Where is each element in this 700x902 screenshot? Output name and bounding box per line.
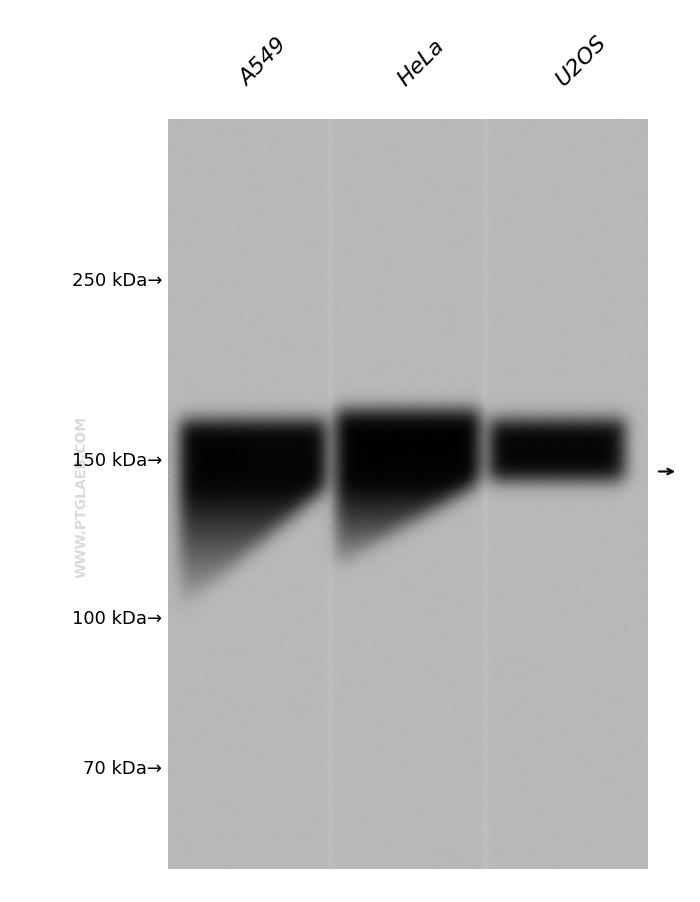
Text: U2OS: U2OS [552, 32, 610, 90]
Text: HeLa: HeLa [394, 36, 448, 90]
Text: 250 kDa→: 250 kDa→ [71, 272, 162, 290]
Text: WWW.PTGLAEB.COM: WWW.PTGLAEB.COM [75, 415, 89, 577]
Text: 70 kDa→: 70 kDa→ [83, 759, 162, 777]
Text: A549: A549 [235, 35, 290, 90]
Text: 150 kDa→: 150 kDa→ [71, 452, 162, 470]
Text: 100 kDa→: 100 kDa→ [72, 609, 162, 627]
